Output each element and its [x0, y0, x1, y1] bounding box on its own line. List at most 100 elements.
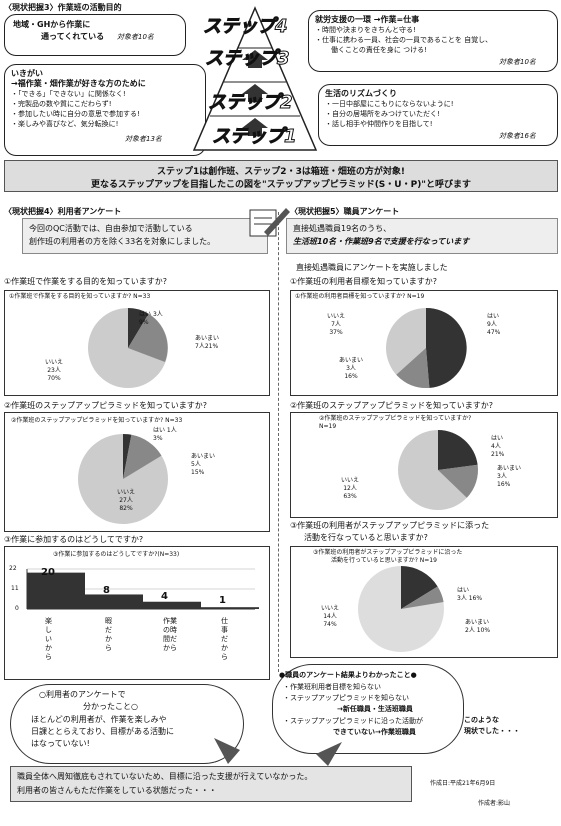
- pyramid-banner: ステップ1は創作班、ステップ2・3は箱班・畑班の方が対象! 更なるステップアップ…: [4, 160, 558, 192]
- rq3-chart-title: 活動を行っていると思いますか? N=19: [331, 557, 437, 564]
- q3-ytick: 11: [11, 585, 19, 592]
- pie-slice-hai: [123, 434, 132, 479]
- box-b-line2: →福作業・畑作業が好きな方のために: [11, 79, 146, 88]
- q2-label-iie: いいえ 27人 82%: [117, 489, 136, 512]
- rq2-heading: ②作業班のステップアップピラミッドを知っていますか?: [290, 401, 494, 410]
- banner-line1: ステップ1は創作班、ステップ2・3は箱班・畑班の方が対象!: [157, 167, 405, 177]
- purpose-box-b: いきがい →福作業・畑作業が好きな方のために ・「できる」「できない」に関係なく…: [4, 64, 206, 156]
- box-d-title: 生活のリズムづくり: [325, 89, 397, 98]
- box-b-item: ・参加したい時に自分の意思で参加する!: [11, 110, 140, 118]
- rq1-heading: ①作業班の利用者目標を知っていますか?: [290, 277, 438, 286]
- right-intro-line: 直接処遇職員19名のうち、: [293, 224, 392, 233]
- q1-label-hai: はい 3人 9%: [139, 311, 163, 326]
- pie-slice-aimai: [123, 434, 162, 479]
- arrow-up-icon: [242, 84, 268, 102]
- rq1-label-hai: はい 9人 47%: [487, 313, 501, 336]
- q1-label-iie: いいえ 23人 70%: [45, 359, 64, 382]
- author: 作成者:影山: [478, 800, 511, 807]
- rq3-label-iie: いいえ 14人 74%: [321, 605, 340, 628]
- step-3-label: ステップ3: [205, 48, 291, 70]
- staff-findings-cloud: ●職員のアンケート結果よりわかったこと● ・作業班利用者目標を知らない ・ステッ…: [272, 664, 464, 754]
- q1-chart-card: ①作業班で作業をする目的を知っていますか? N=33 はい 3人 9% あいまい 7…: [4, 290, 270, 396]
- q2-chart-title: ②作業班のステップアップピラミッドを知っていますか? N=33: [11, 417, 183, 424]
- rq2-label-hai: はい 4人 21%: [491, 435, 505, 458]
- q2-heading: ②作業班のステップアップピラミッドを知っていますか?: [4, 401, 208, 410]
- q3-value-label: 4: [161, 591, 168, 602]
- pie-slice-aimai: [396, 348, 430, 389]
- box-d-item: ・一日中部屋にこもりにならないように!: [325, 100, 454, 108]
- conclusion-line: 職員全体へ周知徹底もされていないため、目標に沿った支援が行えていなかった。: [17, 772, 313, 781]
- rq2-label-iie: いいえ 12人 63%: [341, 477, 360, 500]
- step-2-label: ステップ2: [208, 92, 294, 114]
- cloud-right-line: →新任職員・生活班職員: [337, 705, 413, 713]
- box-c-item: 働くことの責任を身に つける!: [331, 46, 427, 54]
- q3-category: 仕事だから: [221, 617, 228, 661]
- rq2-pie: [398, 430, 478, 510]
- right-intro-line: 生活班10名・作業班9名で支援を行なっています: [293, 237, 470, 246]
- q3-value-label: 20: [41, 567, 55, 578]
- q1-chart-title: ①作業班で作業をする目的を知っていますか? N=33: [9, 293, 151, 300]
- cloud-left-title2: 分かったこと○: [83, 702, 138, 711]
- cloud-right-note: このような: [464, 716, 499, 724]
- cloud-right-title: ●職員のアンケート結果よりわかったこと●: [279, 671, 417, 679]
- purpose-box-d: 生活のリズムづくり ・一日中部屋にこもりにならないように! ・自分の居場所をみつ…: [318, 84, 558, 146]
- conclusion-line: 利用者の皆さんもただ作業をしている状態だった・・・: [17, 786, 217, 795]
- step-1-label: ステップ1: [212, 126, 298, 148]
- section-header-4: 〈現状把握4〉利用者アンケート: [4, 207, 122, 216]
- q2-pie: [78, 434, 168, 524]
- right-intro-box: 直接処遇職員19名のうち、 生活班10名・作業班9名で支援を行なっています: [286, 218, 558, 254]
- box-b-item: ・「できる」「できない」に関係なく!: [11, 90, 126, 98]
- rq3-label-aimai: あいまい 2人 10%: [465, 619, 491, 634]
- pie-slice-aimai: [401, 586, 444, 609]
- rq2-label-aimai: あいまい 3人 16%: [497, 465, 522, 488]
- rq1-label-iie: いいえ 7人 37%: [327, 313, 346, 336]
- q3-ytick: 22: [9, 565, 17, 572]
- cloud-left-line: はなっていない!: [31, 739, 90, 748]
- box-d-item: ・話し相手や仲間作りを目指して!: [325, 120, 433, 128]
- box-c-item: ・時間や決まりをきちんと守る!: [315, 26, 416, 34]
- rq3-pie: [358, 566, 444, 652]
- box-b-line1: いきがい: [11, 69, 43, 78]
- q1-label-aimai: あいまい 7人21%: [195, 335, 220, 350]
- creation-date: 作成日:平成21年6月9日: [430, 780, 496, 787]
- box-c-item: ・仕事に携わる一員、社会の一員であることを 自覚し、: [315, 36, 493, 44]
- cloud-left-line: 日課ととらえており、目標がある活動に: [31, 727, 175, 736]
- cloud-right-note: 現状でした・・・: [464, 727, 520, 735]
- q2-label-hai: はい 1人 3%: [153, 427, 177, 442]
- purpose-box-c: 就労支援の一環 →作業=仕事 ・時間や決まりをきちんと守る! ・仕事に携わる一員…: [308, 10, 558, 72]
- conclusion-box: 職員全体へ周知徹底もされていないため、目標に沿った支援が行えていなかった。 利用…: [10, 766, 412, 802]
- rq3-chart-title: ③作業班の利用者がステップアップピラミッドに沿った: [313, 549, 463, 556]
- rq2-chart-card: ②作業班のステップアップピラミッドを知っていますか? N=19 はい 4人 21% …: [290, 412, 558, 518]
- left-intro-line: 今回のQC活動では、自由参加で活動している: [29, 224, 193, 233]
- pie-slice-hai: [128, 308, 149, 348]
- step-up-pyramid: [192, 6, 318, 151]
- pen-paper-icon: [249, 208, 290, 237]
- box-c-target: 対象者10名: [499, 58, 536, 66]
- box-d-item: ・自分の居場所をみつけていただく!: [325, 110, 440, 118]
- pie-slice-hai: [426, 307, 467, 388]
- column-divider: [278, 212, 279, 672]
- pie-slice-hai: [401, 566, 438, 609]
- pie-slice-aimai: [438, 464, 478, 498]
- box-b-target: 対象者13名: [125, 135, 162, 143]
- cloud-right-line: ・作業班利用者目標を知らない: [283, 683, 381, 691]
- arrow-up-icon: [242, 118, 268, 136]
- rq3-label-hai: はい 3人 16%: [457, 587, 483, 602]
- purpose-box-a: 地域・GHから作業に 通ってくれている 対象者10名: [4, 14, 186, 56]
- section-header-3: 〈現状把握3〉作業班の活動目的: [4, 3, 122, 12]
- q3-heading: ③作業に参加するのはどうしてですか?: [4, 535, 144, 544]
- banner-line2: 更なるステップアップを目指したこの図を"ステップアップピラミッド(S・U・P)"…: [91, 180, 471, 190]
- rq3-chart-card: ③作業班の利用者がステップアップピラミッドに沿った 活動を行っていると思いますか…: [290, 546, 558, 658]
- box-d-target: 対象者16名: [499, 132, 536, 140]
- box-b-item: ・完製品の数や質にこだわらず!: [11, 100, 112, 108]
- cloud-right-line: できていない→作業班職員: [333, 728, 416, 736]
- cloud-right-line: ・ステップアップピラミッドに沿った活動が: [283, 717, 423, 725]
- left-intro-line: 創作班の利用者の方を除く33名を対象にしました。: [29, 237, 216, 246]
- rq1-chart-card: ①作業班の利用者目標を知っていますか? N=19 いいえ 7人 37% はい 9人 47…: [290, 290, 558, 396]
- q3-ytick: 0: [15, 605, 19, 612]
- q2-chart-card: ②作業班のステップアップピラミッドを知っていますか? N=33 はい 1人 3% …: [4, 412, 270, 532]
- pie-slice-hai: [438, 430, 478, 470]
- cloud-right-line: ・ステップアップピラミッドを知らない: [283, 694, 409, 702]
- rq2-chart-title: ②作業班のステップアップピラミッドを知っていますか?: [319, 415, 472, 422]
